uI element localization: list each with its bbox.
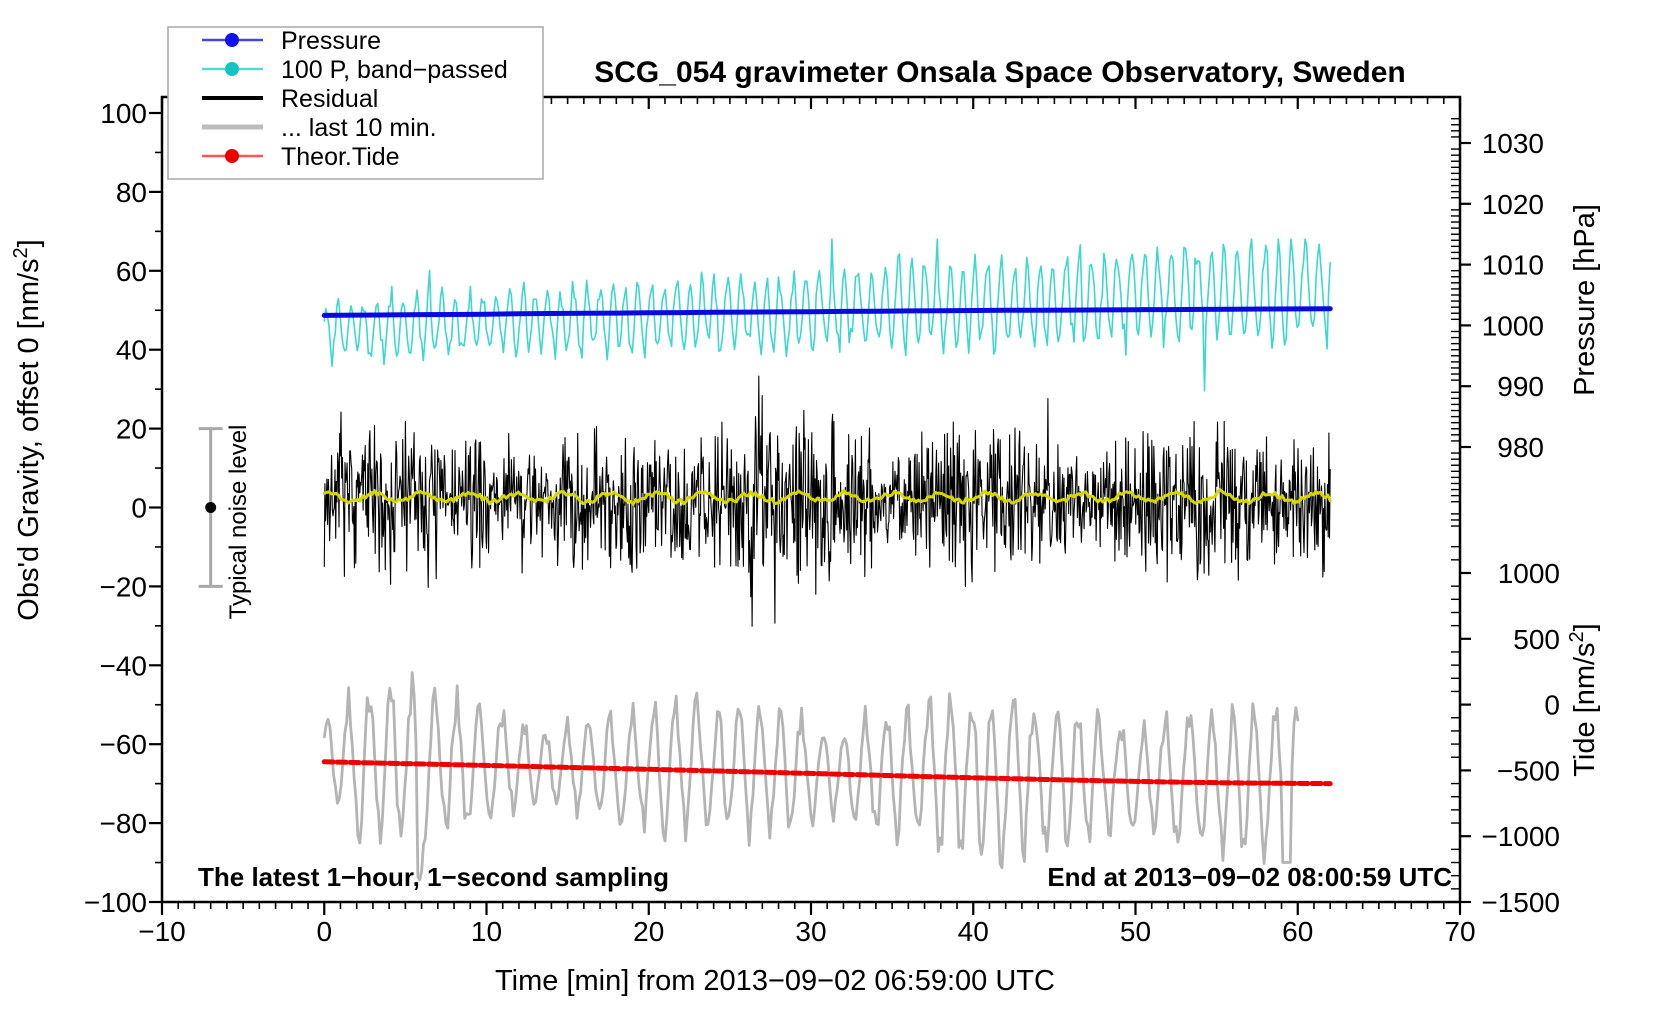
- plot-frame: [160, 95, 1462, 904]
- series-residual: [323, 375, 1331, 627]
- tide-tick-label: −500: [1497, 755, 1560, 786]
- series-pressure: [321, 306, 1333, 318]
- pressure-tick-label: 980: [1497, 432, 1544, 463]
- tide-tick-label: 500: [1513, 624, 1560, 655]
- pressure-ticks: 1030 1020 1010 1000 990 980: [1451, 117, 1544, 527]
- gravity-tick-label: −20: [100, 571, 148, 602]
- pressure-tick-label: 1030: [1482, 128, 1544, 159]
- gravity-tick-label: −60: [100, 729, 148, 760]
- x-tick-label: 60: [1282, 916, 1313, 947]
- tide-axis-label: Tide [nm/s2]: [1566, 623, 1601, 776]
- legend-label-2: 100 P, band−passed: [281, 56, 508, 84]
- x-tick-label: 70: [1444, 916, 1475, 947]
- plot-border: [160, 95, 1462, 904]
- x-tick-label: 40: [958, 916, 989, 947]
- x-tick-label: 20: [633, 916, 664, 947]
- legend-label-4: ... last 10 min.: [281, 114, 437, 142]
- pressure-tick-label: 1020: [1482, 189, 1544, 220]
- pressure-axis-label: Pressure [hPa]: [1569, 204, 1601, 396]
- y-left-axis-label: Obs'd Gravity, offset 0 [nm/s2]: [10, 239, 45, 620]
- legend-dot-sample: [225, 62, 239, 76]
- sampling-note: The latest 1−hour, 1−second sampling: [198, 862, 669, 892]
- x-tick-label: 50: [1120, 916, 1151, 947]
- gravity-tick-label: −40: [100, 650, 148, 681]
- gravity-tick-label: 20: [116, 414, 147, 445]
- series-layer: [321, 238, 1333, 882]
- noise-level-label: Typical noise level: [225, 425, 252, 620]
- legend-dot-sample: [225, 33, 239, 47]
- series-residual-smoothed: [322, 488, 1332, 506]
- legend-label-3: Residual: [281, 85, 378, 113]
- noise-level-bar: [198, 427, 223, 588]
- x-tick-label: 30: [795, 916, 826, 947]
- x-tick-label: 10: [471, 916, 502, 947]
- tide-tick-label: 0: [1544, 690, 1560, 721]
- legend-label-5: Theor.Tide: [281, 143, 400, 171]
- legend-label-1: Pressure: [281, 27, 381, 55]
- tide-ticks: 1000 500 0 −500 −1000 −1500: [1451, 545, 1560, 918]
- tide-tick-label: 1000: [1498, 558, 1560, 589]
- pressure-tick-label: 1000: [1482, 310, 1544, 341]
- gravity-tick-label: −80: [100, 808, 148, 839]
- gravity-tick-label: 60: [116, 256, 147, 287]
- gravity-tick-label: 100: [100, 98, 147, 129]
- legend-dot-sample: [225, 149, 239, 163]
- y-left-ticks: −100 −80 −60 −40 −20 0 20 40 60 80 100: [84, 98, 162, 918]
- series-band-passed: [323, 238, 1331, 392]
- end-time-note: End at 2013−09−02 08:00:59 UTC: [1047, 862, 1452, 892]
- series-last-10-min: [322, 671, 1300, 882]
- series-theor-tide: [321, 759, 1333, 787]
- pressure-tick-label: 990: [1497, 371, 1544, 402]
- gravity-tick-label: −100: [84, 887, 147, 918]
- x-axis-ticks: −10 0 10 20 30 40 50 60 70: [138, 97, 1476, 947]
- x-axis-label: Time [min] from 2013−09−02 06:59:00 UTC: [495, 965, 1055, 997]
- noise-bar-dot: [205, 502, 217, 513]
- chart-title: SCG_054 gravimeter Onsala Space Observat…: [594, 56, 1406, 89]
- tide-tick-label: −1000: [1481, 821, 1560, 852]
- x-tick-label: 0: [316, 916, 332, 947]
- gravity-tick-label: 80: [116, 177, 147, 208]
- gravity-tick-label: 40: [116, 335, 147, 366]
- gravity-tick-label: 0: [131, 493, 147, 524]
- x-tick-label: −10: [138, 916, 186, 947]
- tide-tick-label: −1500: [1481, 887, 1560, 918]
- pressure-tick-label: 1010: [1482, 250, 1544, 281]
